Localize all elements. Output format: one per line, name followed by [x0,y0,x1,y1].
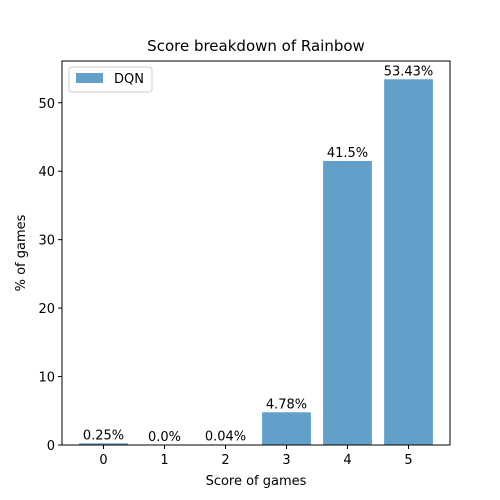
bars-group [79,79,433,445]
plot-frame [61,60,451,446]
x-ticks-group: 0 1 2 3 4 5 [99,445,413,468]
bar-labels-group: 0.25% 0.0% 0.04% 4.78% 41.5% 53.43% [83,64,433,445]
bar-5 [384,79,433,445]
bar-0 [79,443,128,445]
y-tick-label: 30 [38,234,55,249]
bar-value-label: 0.0% [148,430,181,445]
chart-title: Score breakdown of Rainbow [147,37,365,55]
y-tick-label: 40 [38,165,55,180]
y-axis-label: % of games [14,214,29,291]
bar-value-label: 53.43% [384,64,434,79]
legend-swatch [76,73,103,83]
x-axis-label: Score of games [206,474,307,489]
y-tick-label: 50 [38,97,55,112]
x-tick-label: 4 [343,453,351,468]
legend-label: DQN [114,72,144,87]
bar-value-label: 4.78% [266,397,307,412]
legend: DQN [68,66,153,93]
x-tick-label: 1 [160,453,168,468]
bar-value-label: 0.25% [83,428,124,443]
y-ticks-group: 0 10 20 30 40 50 [38,97,62,454]
bar-value-label: 41.5% [327,146,368,161]
bar-4 [323,160,372,445]
x-tick-label: 5 [404,453,412,468]
x-tick-label: 0 [99,453,107,468]
bar-3 [262,412,311,445]
bar-value-label: 0.04% [205,430,246,445]
y-tick-label: 0 [47,439,55,454]
x-tick-label: 2 [221,453,229,468]
x-tick-label: 3 [282,453,290,468]
y-tick-label: 20 [38,302,55,317]
y-tick-label: 10 [38,371,55,386]
